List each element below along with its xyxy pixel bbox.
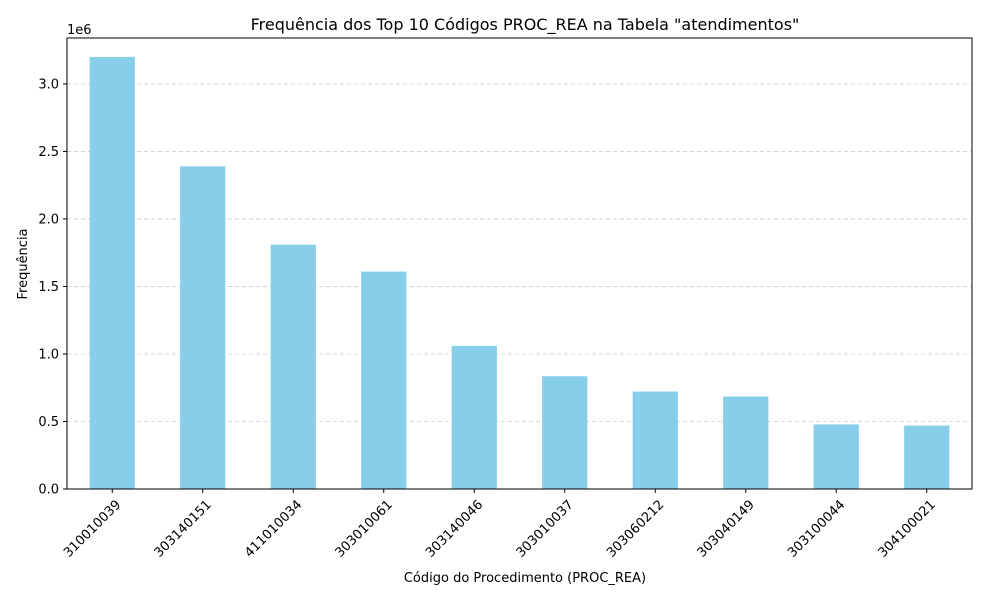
x-tick-label-310010039: 310010039 — [61, 497, 124, 560]
x-tick-label-411010034: 411010034 — [242, 497, 305, 560]
y-tick-label: 0.0 — [38, 483, 59, 498]
y-tick-label: 1.5 — [38, 280, 59, 295]
x-tick-label-304100021: 304100021 — [876, 497, 939, 560]
bar-303140151 — [180, 166, 226, 489]
y-tick-label: 3.0 — [38, 77, 59, 92]
x-tick-label-303040149: 303040149 — [695, 497, 758, 560]
x-tick-label-303010061: 303010061 — [333, 497, 396, 560]
plot-frame — [66, 37, 973, 490]
bar-303100044 — [813, 424, 859, 489]
x-tick-label-303140046: 303140046 — [423, 497, 486, 560]
x-tick-label-303140151: 303140151 — [152, 497, 215, 560]
y-axis-label: Frequência — [16, 228, 31, 299]
y-axis-offset-label: 1e6 — [67, 23, 92, 38]
x-axis-label: Código do Procedimento (PROC_REA) — [404, 571, 646, 586]
x-tick-label-303100044: 303100044 — [785, 497, 848, 560]
bar-303060212 — [632, 391, 678, 489]
bar-303010061 — [361, 271, 407, 489]
bar-303040149 — [723, 396, 769, 489]
bars — [89, 56, 950, 490]
y-tick-label: 0.5 — [38, 415, 59, 430]
y-tick-label: 1.0 — [38, 347, 59, 362]
bar-303140046 — [451, 345, 497, 489]
y-axis: 0.0 0.5 1.0 1.5 2.0 2.5 3.0 — [38, 77, 67, 498]
y-tick-label: 2.0 — [38, 212, 59, 227]
bar-303010037 — [542, 376, 588, 489]
x-tick-label-303060212: 303060212 — [604, 497, 667, 560]
x-tick-label-303010037: 303010037 — [514, 497, 577, 560]
x-axis: 310010039 303140151 411010034 303010061 3031… — [61, 489, 939, 561]
bar-411010034 — [270, 244, 316, 489]
chart-title: Frequência dos Top 10 Códigos PROC_REA n… — [251, 15, 800, 35]
y-tick-label: 2.5 — [38, 145, 59, 160]
bar-304100021 — [904, 425, 950, 489]
bar-310010039 — [89, 56, 135, 490]
